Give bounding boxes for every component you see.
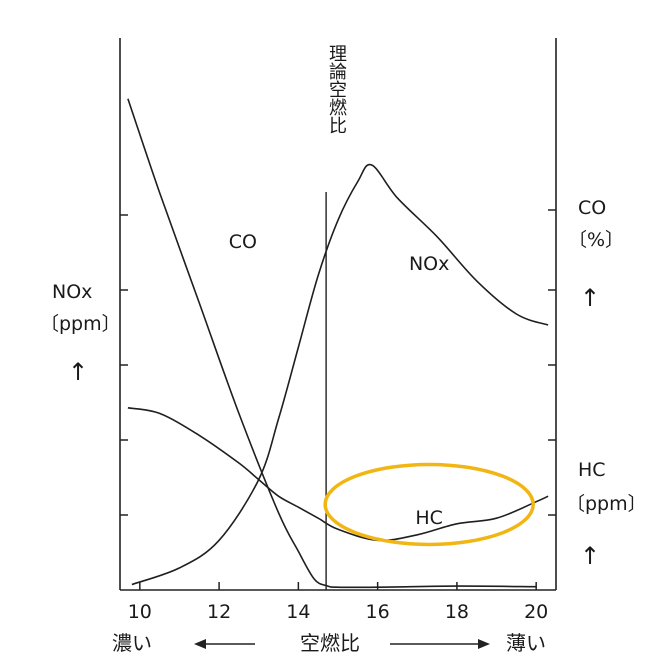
- curves: [127, 98, 549, 589]
- series-label-hc: HC: [415, 507, 443, 529]
- hc-highlight-ellipse: [323, 462, 535, 547]
- right-axis-hc-arrow-icon: ↑: [580, 542, 600, 570]
- x-ticks: 10 12 14 16 18 20: [128, 582, 548, 623]
- x-tick-label: 12: [207, 601, 231, 623]
- x-tick-label: 18: [445, 601, 469, 623]
- x-tick-label: 10: [128, 601, 152, 623]
- x-left-label: 濃い: [112, 631, 152, 655]
- right-axis-hc-label-line2: 〔ppm〕: [566, 493, 647, 515]
- series-label-co: CO: [229, 231, 257, 253]
- right-axis-co-arrow-icon: ↑: [580, 284, 600, 312]
- x-right-label: 薄い: [506, 631, 546, 655]
- right-axis-co-label-line1: CO: [578, 197, 606, 219]
- left-axis-label-line1: NOx: [52, 281, 92, 303]
- left-axis-arrow-icon: ↑: [68, 358, 88, 386]
- right-axis-hc-label-line1: HC: [578, 459, 606, 481]
- series-label-nox: NOx: [409, 253, 449, 275]
- x-tick-label: 14: [286, 601, 310, 623]
- y-ticks: [120, 209, 556, 516]
- series-labels: CO NOx HC: [229, 231, 450, 529]
- series-co-line: [127, 98, 537, 589]
- x-tick-label: 20: [524, 601, 548, 623]
- left-axis-label-line2: 〔ppm〕: [40, 313, 121, 335]
- right-axis-co-label-line2: 〔%〕: [568, 229, 624, 251]
- x-axis-label: 空燃比: [300, 631, 360, 655]
- x-tick-label: 16: [366, 601, 390, 623]
- series-nox-line: [131, 163, 549, 586]
- right-arrow-head-icon: [478, 639, 490, 649]
- series-hc-line: [127, 407, 549, 542]
- stoichiometric-label: 理論空燃比: [326, 44, 347, 134]
- left-arrow-head-icon: [194, 639, 206, 649]
